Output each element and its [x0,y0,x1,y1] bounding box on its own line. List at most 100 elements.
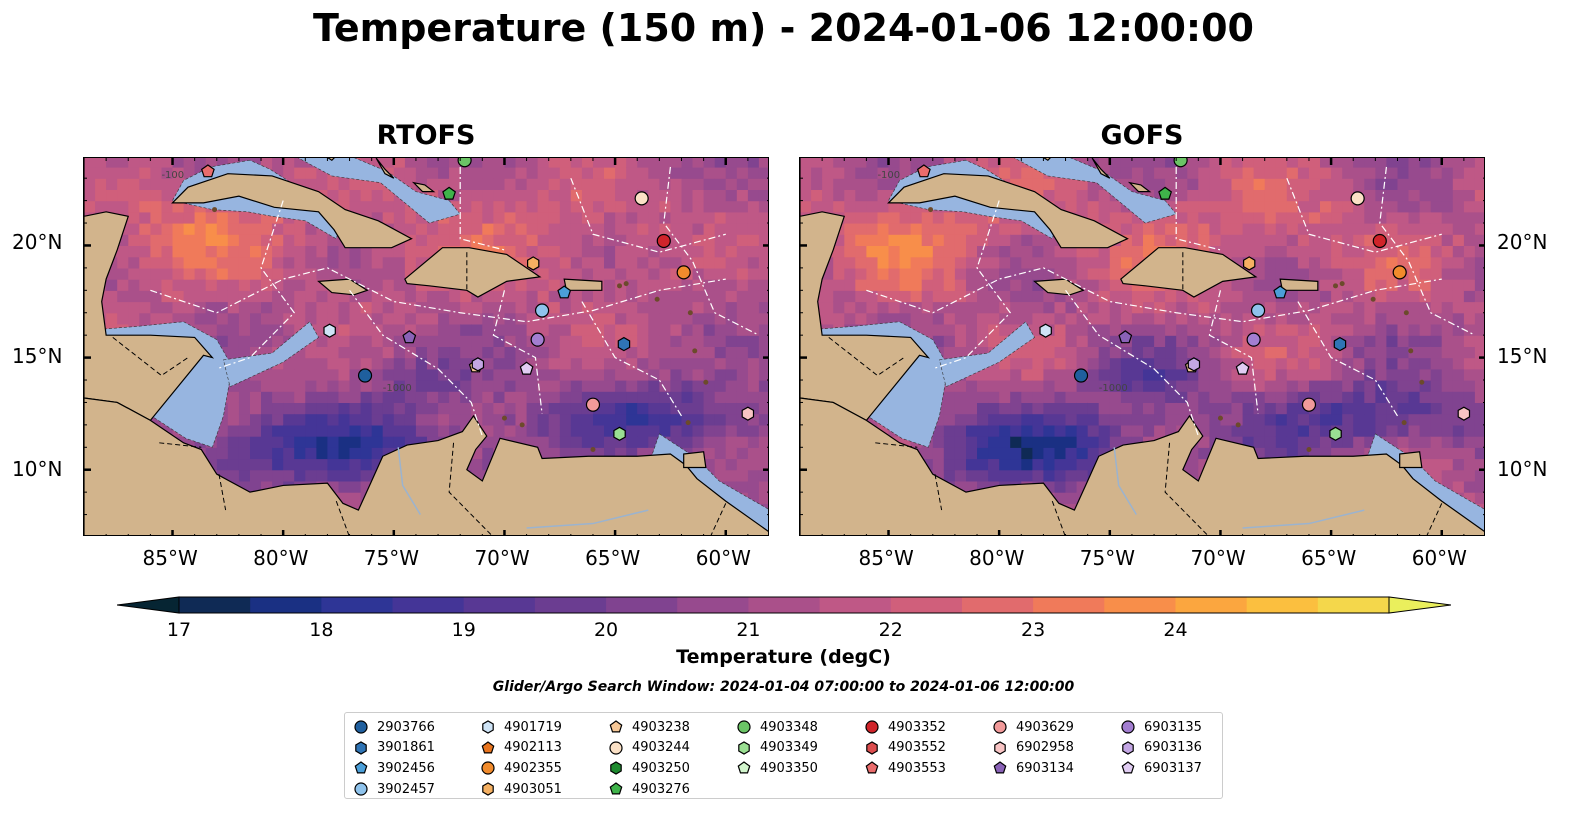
colorbar-segment [1033,597,1105,613]
legend-column: 4903629 6902958 6903134 [992,717,1074,779]
pentagon-marker-icon [737,761,751,774]
float-marker-4901719 [1039,323,1052,338]
float-marker-6903136 [1187,357,1201,372]
float-marker-4903051 [1243,256,1256,271]
legend-label: 3902456 [377,760,435,776]
contour-label: -100 [161,170,184,181]
eez-boundary [349,289,483,437]
city-dot [654,296,660,302]
land-jamaica [317,278,369,296]
lat-label-10n-left: 10°N [12,457,63,481]
float-legend: 2903766 3901861 3902456 3902457 4901719 49021… [344,712,1223,799]
float-marker-4903348 [1173,158,1188,168]
lon-label-60W: 60°W [695,546,751,570]
circle-marker-icon [354,782,368,796]
hexagon-marker-icon [482,720,494,734]
float-marker-4903348 [457,158,472,168]
country-border [710,503,727,535]
legend-column: 4901719 4902113 4902355 4903051 [480,717,562,799]
legend-item-6903135: 6903135 [1120,717,1202,738]
legend-item-6903134: 6903134 [992,758,1074,779]
gofs-map[interactable]: -1000 -100 [799,157,1485,536]
colorbar-label: Temperature (degC) [676,646,891,668]
city-dot [1306,447,1312,453]
colorbar-segment [890,597,963,613]
float-marker-3902457 [534,303,550,318]
legend-label: 4903553 [888,760,946,776]
float-marker-4903276 [442,186,457,200]
legend-item-4903348: 4903348 [736,717,818,738]
river [1113,447,1138,515]
city-dot [590,447,596,453]
lat-label-10n-right: 10°N [1497,457,1548,481]
legend-label: 4903349 [760,740,818,756]
country-border [1051,500,1066,535]
colorbar-tick-20: 20 [593,619,619,641]
eez-boundary [932,200,1012,370]
lon-label-60W: 60°W [1411,546,1467,570]
legend-label: 4902355 [504,760,562,776]
hexagon-marker-icon [738,741,750,755]
lon-label-75W: 75°W [1079,546,1136,570]
panel-title-gofs: GOFS [1100,120,1184,151]
pentagon-marker-icon [481,741,495,754]
legend-item-4902355: 4902355 [480,758,562,779]
legend-label: 4903051 [504,781,562,797]
colorbar-segment [179,597,251,613]
eez-boundary [1379,166,1476,336]
legend-label: 6903134 [1016,760,1074,776]
legend-column: 4903238 4903244 4903250 4903276 [608,717,690,799]
eez-boundary [216,200,296,370]
float-marker-4903352 [1372,233,1387,249]
float-marker-4902355 [1392,265,1407,280]
city-dot [519,422,525,428]
page-title: Temperature (150 m) - 2024-01-06 12:00:0… [312,6,1254,50]
city-dot [623,281,629,287]
legend-item-4903244: 4903244 [608,738,690,759]
legend-label: 6903135 [1144,719,1202,735]
colorbar-tick-21: 21 [736,619,761,641]
colorbar-segment [1175,597,1248,613]
circle-marker-icon [354,720,368,734]
lon-label-85W: 85°W [142,546,198,570]
float-markers [200,158,755,441]
city-dot [212,207,218,213]
legend-label: 4903238 [632,719,690,735]
legend-item-4903352: 4903352 [864,717,946,738]
hexagon-marker-icon [994,741,1006,755]
legend-label: 3901861 [377,740,435,756]
rtofs-map[interactable]: -1000 -100 [83,157,769,536]
float-marker-6903134 [1118,330,1133,344]
lon-label-65W: 65°W [585,546,641,570]
pentagon-marker-icon [865,761,879,774]
legend-column: 6903135 6903136 6903137 [1120,717,1202,779]
float-marker-2903766 [357,368,373,383]
float-marker-3901861 [617,336,631,352]
city-dot [703,379,709,385]
legend-item-4903250: 4903250 [608,758,690,779]
legend-label: 4903552 [888,740,946,756]
legend-label: 6903136 [1144,740,1202,756]
colorbar-extend-low [117,596,180,614]
lon-label-70W: 70°W [1190,546,1246,570]
eez-boundary [1286,177,1442,253]
colorbar-segment [819,597,892,613]
land-hispaniola [404,247,542,298]
land-puerto [563,278,603,291]
city-dot [1408,348,1414,354]
pentagon-marker-icon [1121,761,1135,774]
float-marker-3901861 [1333,336,1347,352]
city-dot [687,310,693,316]
legend-column: 4903352 4903552 4903553 [864,717,946,779]
float-marker-4903244 [1350,191,1365,206]
shelf-region [939,321,1035,388]
legend-column: 4903348 4903349 4903350 [736,717,818,779]
legend-label: 6903137 [1144,760,1202,776]
country-border [335,500,350,535]
river [526,509,649,529]
land-hispaniola [1120,247,1258,298]
city-dot [692,348,698,354]
float-marker-4903349 [1329,426,1342,441]
legend-item-4903276: 4903276 [608,779,690,800]
colorbar-segment [961,597,1034,613]
